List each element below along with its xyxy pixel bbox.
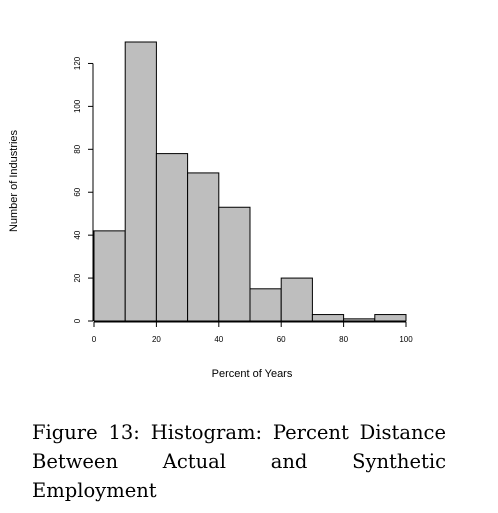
figure-caption: Figure 13: Histogram: Percent Distance B… <box>32 418 446 505</box>
histogram-bar-9 <box>374 314 407 322</box>
histogram-bar-1 <box>124 41 157 322</box>
histogram-bars <box>93 41 407 322</box>
x-tick-label-100: 100 <box>399 335 413 344</box>
histogram-bar-3 <box>187 172 220 322</box>
y-tick-label-0: 0 <box>73 318 82 323</box>
histogram-bar-2 <box>155 153 189 322</box>
y-axis: 0 20 40 60 80 100 120 <box>73 56 94 323</box>
histogram-bar-7 <box>311 314 345 322</box>
histogram-chart: 0 20 40 60 80 100 120 0 20 40 60 80 100 Percent of … <box>8 41 413 380</box>
x-axis-label: Percent of Years <box>212 368 293 380</box>
histogram-bar-6 <box>280 277 313 322</box>
y-tick-label-60: 60 <box>73 187 82 196</box>
y-tick-label-100: 100 <box>73 99 82 113</box>
histogram-bar-5 <box>249 288 282 322</box>
caption-line-2: Between Actual and Synthetic Employment <box>32 450 446 502</box>
histogram-bar-4 <box>218 206 251 322</box>
y-tick-label-80: 80 <box>73 144 82 153</box>
x-tick-label-20: 20 <box>152 335 161 344</box>
y-tick-label-20: 20 <box>73 273 82 282</box>
histogram-bar-0 <box>93 230 126 322</box>
x-tick-label-60: 60 <box>277 335 286 344</box>
caption-line-1: Figure 13: Histogram: Percent Distance <box>32 421 446 444</box>
y-axis-label: Number of Industries <box>8 129 20 232</box>
histogram-bar-8 <box>343 318 376 322</box>
y-tick-label-120: 120 <box>73 56 82 70</box>
y-tick-label-40: 40 <box>73 230 82 239</box>
x-tick-label-40: 40 <box>214 335 223 344</box>
x-tick-label-0: 0 <box>92 335 97 344</box>
x-axis: 0 20 40 60 80 100 <box>92 321 413 344</box>
x-tick-label-80: 80 <box>339 335 348 344</box>
